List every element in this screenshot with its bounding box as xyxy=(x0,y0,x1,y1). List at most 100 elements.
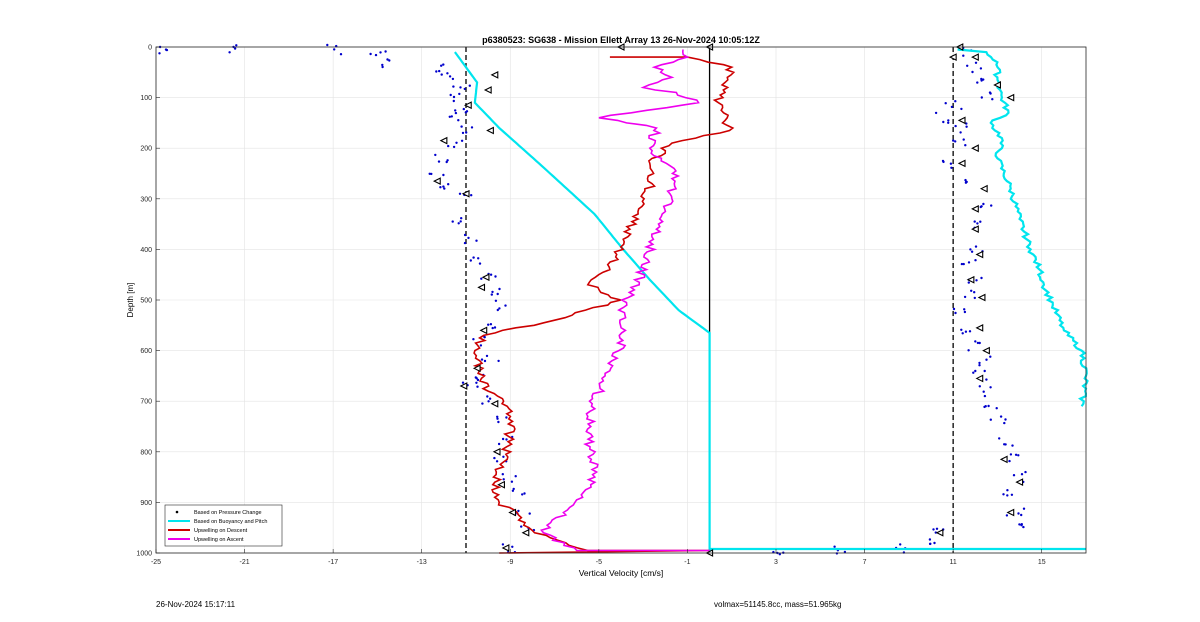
triangle-marker xyxy=(999,455,1008,464)
pressure-change-point xyxy=(452,85,455,88)
pressure-change-point xyxy=(498,287,501,291)
pressure-change-point xyxy=(935,527,939,530)
pressure-change-point xyxy=(510,480,514,483)
pressure-change-point xyxy=(483,359,487,363)
pressure-change-point xyxy=(505,416,508,419)
pressure-change-point xyxy=(470,126,474,129)
x-tick-label: -17 xyxy=(328,559,338,566)
pressure-change-point xyxy=(942,120,945,124)
pressure-change-point xyxy=(928,538,932,541)
pressure-change-point xyxy=(950,105,954,109)
pressure-change-point xyxy=(933,541,936,545)
pressure-change-point xyxy=(982,78,985,81)
pressure-change-point xyxy=(491,326,494,330)
pressure-change-point xyxy=(967,281,970,284)
x-tick-label: 7 xyxy=(863,559,867,566)
pressure-change-point xyxy=(1005,514,1009,517)
pressure-change-point xyxy=(974,61,978,64)
pressure-change-point xyxy=(521,493,524,496)
pressure-change-point xyxy=(987,404,990,408)
buoyancy-pitch-line xyxy=(957,48,1089,407)
pressure-change-point xyxy=(476,385,479,388)
pressure-change-point xyxy=(463,87,466,91)
pressure-change-point xyxy=(463,233,467,237)
pressure-change-point xyxy=(442,63,445,66)
pressure-change-point xyxy=(379,51,382,54)
pressure-change-point xyxy=(455,141,458,144)
pressure-change-point xyxy=(233,47,237,50)
pressure-change-point xyxy=(1018,523,1021,526)
pressure-change-point xyxy=(960,328,963,331)
pressure-change-point xyxy=(235,44,238,47)
pressure-change-point xyxy=(999,415,1003,418)
triangle-marker xyxy=(459,382,468,390)
x-tick-label: 3 xyxy=(774,559,778,566)
x-tick-label: -21 xyxy=(240,559,250,566)
pressure-change-point xyxy=(1022,525,1025,529)
pressure-change-point xyxy=(502,455,505,458)
pressure-change-point xyxy=(843,550,847,554)
pressure-change-point xyxy=(445,160,448,164)
triangle-marker xyxy=(521,528,530,537)
pressure-change-point xyxy=(973,220,976,223)
x-axis-label: Vertical Velocity [cm/s] xyxy=(579,568,664,578)
triangle-marker xyxy=(479,326,488,335)
pressure-change-point xyxy=(973,291,976,294)
pressure-change-point xyxy=(974,259,977,262)
pressure-change-point xyxy=(954,100,957,103)
pressure-change-point xyxy=(1017,454,1020,457)
pressure-change-point xyxy=(950,166,953,169)
pressure-change-point xyxy=(963,310,967,314)
y-axis-label: Depth [m] xyxy=(126,283,135,318)
pressure-change-point xyxy=(1006,494,1009,497)
pressure-change-point xyxy=(989,418,992,421)
triangle-marker xyxy=(508,508,517,517)
pressure-change-point xyxy=(493,456,496,460)
pressure-change-point xyxy=(934,111,938,115)
pressure-change-point xyxy=(974,369,977,373)
triangle-marker xyxy=(1006,508,1015,517)
pressure-change-point xyxy=(447,144,450,148)
pressure-change-point xyxy=(1004,443,1007,446)
triangle-marker xyxy=(432,177,441,185)
triangle-marker xyxy=(971,225,979,234)
pressure-change-point xyxy=(496,292,499,296)
legend: Based on Pressure Change Based on Buoyan… xyxy=(164,504,283,547)
pressure-change-point xyxy=(442,185,445,188)
pressure-change-point xyxy=(489,323,493,326)
pressure-change-point xyxy=(976,341,980,345)
triangle-marker xyxy=(472,364,481,373)
legend-label-ascent: Upwelling on Ascent xyxy=(194,537,244,543)
pressure-change-point xyxy=(980,96,983,99)
pressure-change-point xyxy=(1024,470,1027,474)
chart-title: p6380523: SG638 - Mission Ellett Array 1… xyxy=(482,35,760,45)
pressure-change-point xyxy=(458,92,461,96)
pressure-change-point xyxy=(496,415,499,418)
pressure-change-point xyxy=(963,308,966,311)
pressure-change-point xyxy=(959,131,962,134)
pressure-change-point xyxy=(477,257,480,260)
pressure-change-point xyxy=(961,332,964,335)
pressure-change-point xyxy=(428,172,431,175)
triangle-marker xyxy=(993,81,1001,89)
pressure-change-point xyxy=(983,405,986,409)
pressure-change-point xyxy=(976,222,979,225)
buoyancy-pitch-line xyxy=(454,51,711,553)
pressure-change-point xyxy=(472,256,475,259)
triangle-marker xyxy=(971,144,979,153)
pressure-change-point xyxy=(1017,512,1020,515)
pressure-change-point xyxy=(457,222,460,225)
pressure-change-point xyxy=(497,420,500,424)
pressure-change-point xyxy=(968,330,972,333)
legend-label-descent: Upwelling on Descent xyxy=(194,528,248,534)
pressure-change-point xyxy=(512,487,515,491)
legend-label-pressure: Based on Pressure Change xyxy=(194,510,262,516)
triangle-marker xyxy=(979,184,988,193)
pressure-change-point xyxy=(965,122,968,125)
pressure-change-point xyxy=(963,295,967,299)
pressure-change-point xyxy=(381,63,384,67)
x-tick-label: -1 xyxy=(684,559,690,566)
pressure-change-point xyxy=(1003,421,1006,425)
y-tick-label: 1000 xyxy=(136,551,152,558)
timestamp-footer: 26-Nov-2024 15:17:11 xyxy=(156,600,236,609)
